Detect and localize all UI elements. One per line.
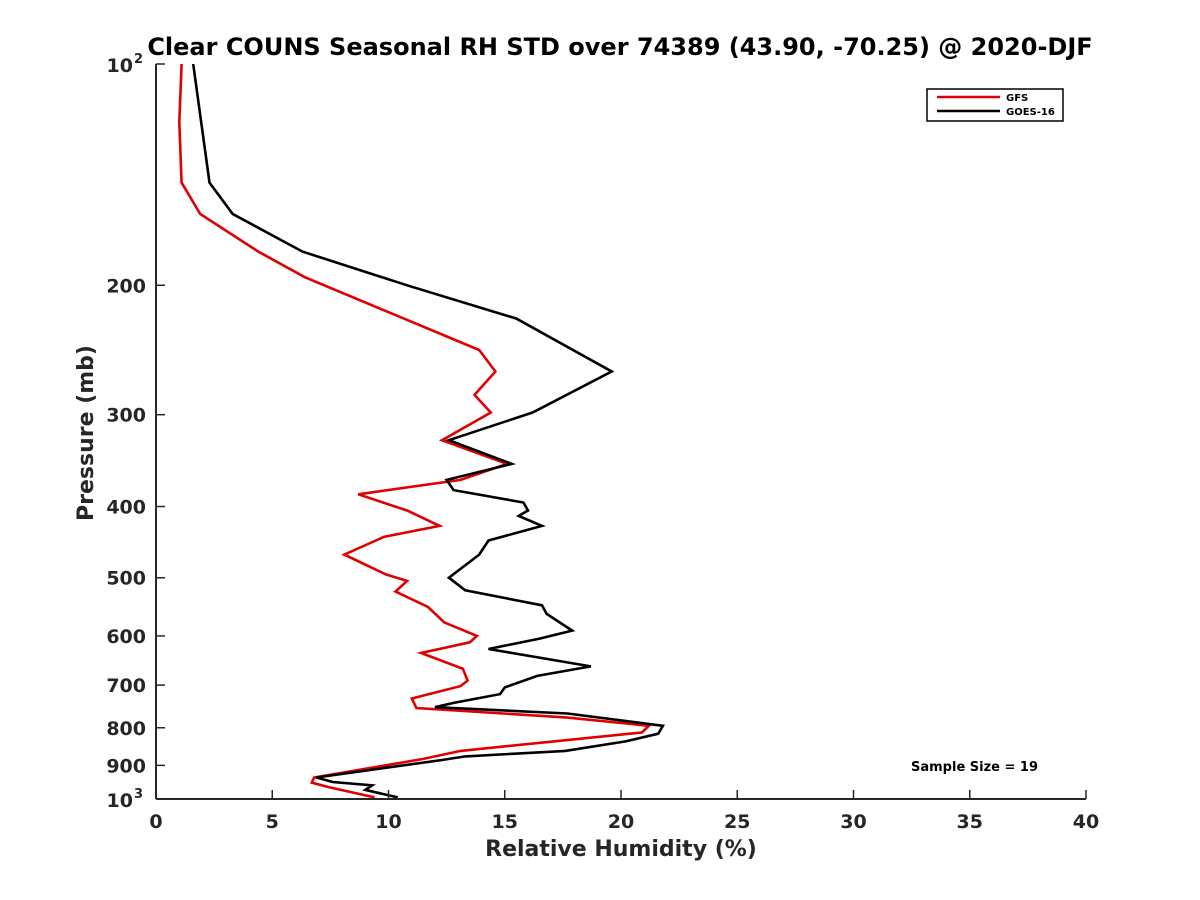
y-tick-label: 200 xyxy=(106,275,146,297)
y-tick-label: 300 xyxy=(106,405,146,427)
y-tick-label: 700 xyxy=(106,675,146,697)
y-tick-label: 900 xyxy=(106,755,146,777)
legend-box xyxy=(926,88,1064,122)
x-tick-label: 0 xyxy=(149,811,162,833)
x-tick-label: 5 xyxy=(266,811,279,833)
x-tick-label: 10 xyxy=(375,811,401,833)
y-tick-exponent: 2 xyxy=(134,52,143,67)
y-axis-label: Pressure (mb) xyxy=(74,345,99,521)
series-line-gfs xyxy=(177,63,652,799)
x-ticks: 0 5 10 15 20 25 30 35 40 xyxy=(149,790,1099,833)
legend-label-goes16: GOES-16 xyxy=(1006,107,1055,118)
x-axis-label: Relative Humidity (%) xyxy=(485,837,757,862)
x-tick-label: 35 xyxy=(957,811,983,833)
x-tick-label: 20 xyxy=(608,811,634,833)
plot-lines xyxy=(177,63,666,799)
y-tick-label: 600 xyxy=(106,626,146,648)
series-line-goes16 xyxy=(191,63,666,799)
x-tick-label: 25 xyxy=(724,811,750,833)
y-tick-label: 10 xyxy=(107,55,133,77)
legend: GFS GOES-16 xyxy=(926,88,1064,122)
chart-title: Clear COUNS Seasonal RH STD over 74389 (… xyxy=(147,33,1092,61)
x-tick-label: 15 xyxy=(492,811,518,833)
x-tick-label: 40 xyxy=(1073,811,1099,833)
y-tick-exponent: 3 xyxy=(134,787,143,802)
legend-label-gfs: GFS xyxy=(1006,93,1028,104)
y-tick-label: 400 xyxy=(106,497,146,519)
sample-size-annotation: Sample Size = 19 xyxy=(911,760,1038,775)
y-tick-label: 800 xyxy=(106,718,146,740)
y-tick-label: 10 xyxy=(107,790,133,812)
y-tick-label: 500 xyxy=(106,568,146,590)
x-tick-label: 30 xyxy=(840,811,866,833)
